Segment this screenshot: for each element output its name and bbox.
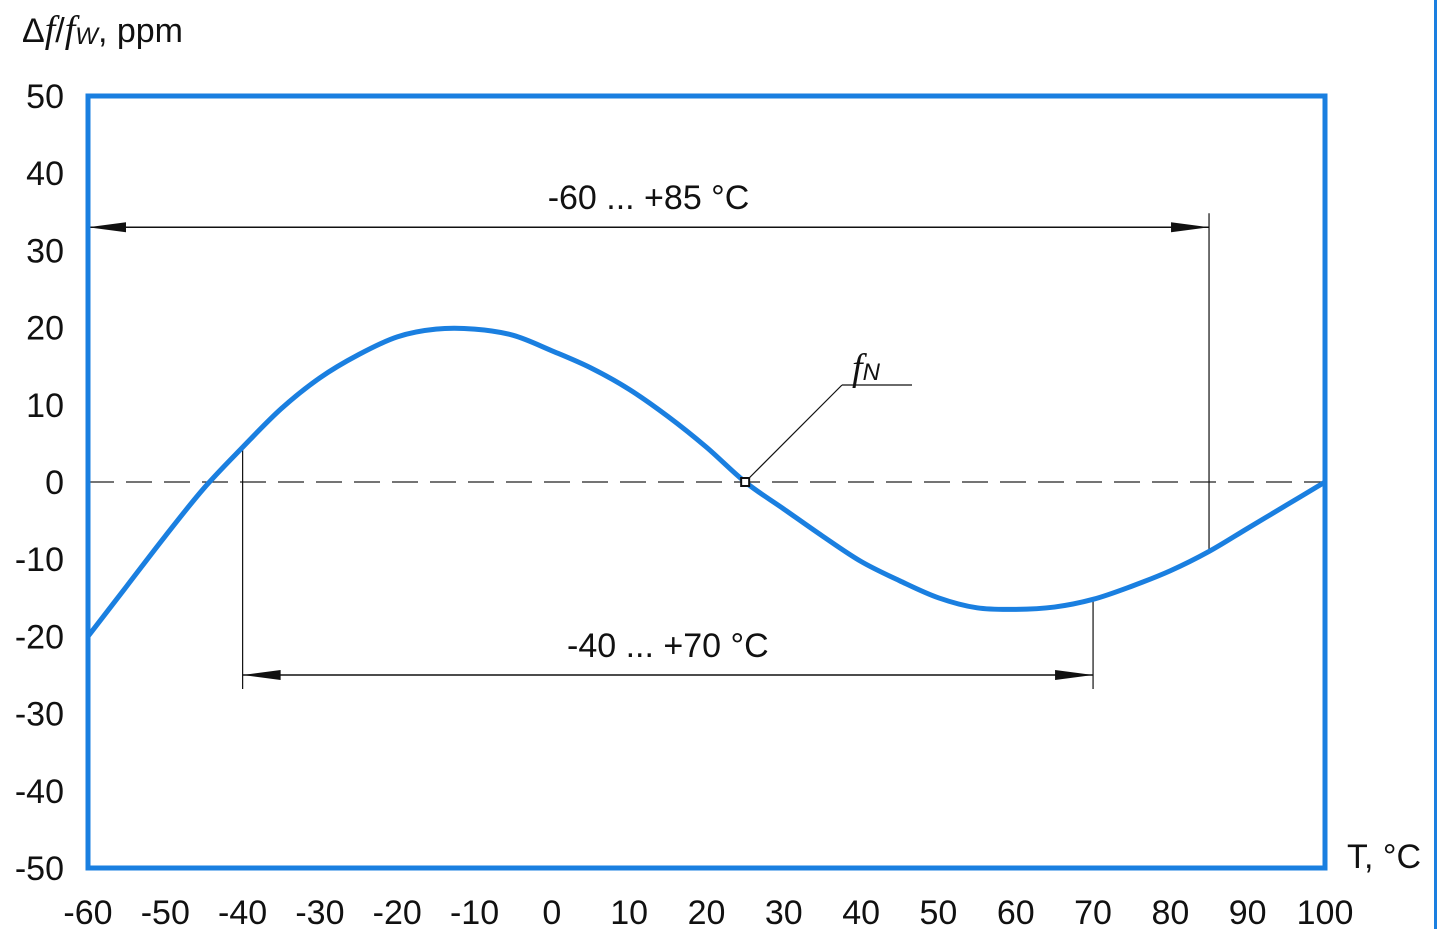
x-tick-label: 30 (765, 894, 803, 929)
range-label: -60 ... +85 °C (548, 179, 750, 217)
range-arrow-left (88, 222, 126, 233)
y-tick-label: -40 (15, 773, 64, 811)
range-label: -40 ... +70 °C (567, 627, 769, 665)
range-arrow-left (242, 670, 281, 680)
y-axis-label: Δf/fW, ppm (22, 9, 183, 51)
x-tick-label: -20 (373, 894, 422, 929)
x-tick-label: 0 (542, 894, 561, 929)
fn-marker-label: fN (852, 347, 881, 389)
range-arrow-right (1171, 222, 1210, 233)
range-arrow-right (1055, 670, 1094, 680)
marker-leader-line (744, 384, 843, 483)
x-tick-label: 70 (1074, 894, 1112, 929)
x-tick-label: 80 (1151, 894, 1189, 929)
plot-frame (85, 93, 1328, 871)
x-tick-label: -10 (450, 894, 499, 929)
y-tick-label: -30 (15, 696, 64, 734)
x-tick-label: 40 (842, 894, 880, 929)
y-tick-label: 0 (45, 464, 64, 502)
x-tick-label: 60 (997, 894, 1035, 929)
y-tick-label: 50 (26, 78, 64, 116)
x-tick-label: 50 (920, 894, 958, 929)
y-tick-label: 20 (26, 310, 64, 348)
y-tick-label: 30 (26, 232, 64, 270)
y-tick-label: -50 (15, 850, 64, 888)
x-tick-label: 100 (1297, 894, 1354, 929)
y-tick-label: -20 (15, 618, 64, 656)
frequency-curve (86, 325, 1327, 638)
fn-marker-point (740, 477, 751, 487)
x-tick-label: 20 (688, 894, 726, 929)
x-axis-label: T, °C (1347, 838, 1422, 876)
x-tick-label: 10 (610, 894, 648, 929)
x-tick-label: -60 (63, 894, 112, 929)
x-tick-label: -30 (295, 894, 344, 929)
x-tick-label: 90 (1229, 894, 1267, 929)
y-tick-label: 40 (26, 155, 64, 193)
frame-edge (1434, 0, 1437, 929)
y-tick-label: -10 (15, 541, 64, 579)
x-tick-label: -40 (218, 894, 267, 929)
y-tick-label: 10 (26, 387, 64, 425)
x-tick-label: -50 (141, 894, 190, 929)
